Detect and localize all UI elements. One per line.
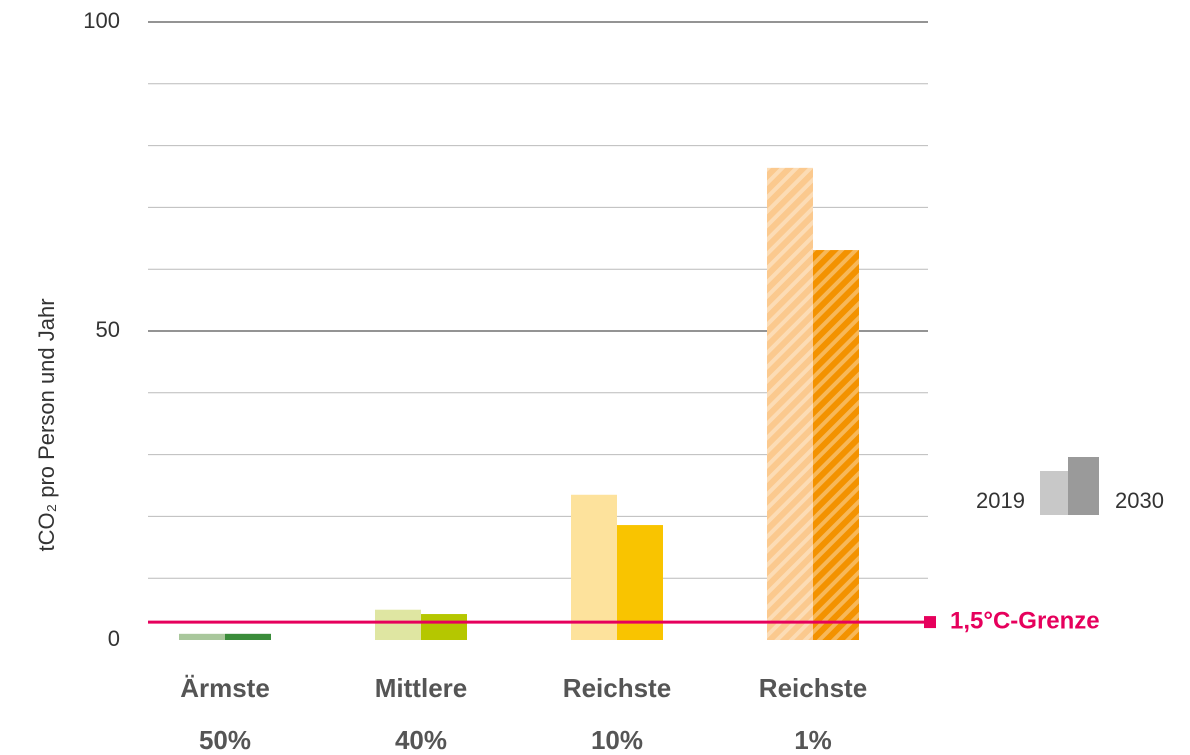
bar xyxy=(179,633,225,640)
reference-label: 1,5°C-Grenze xyxy=(950,607,1100,634)
bar xyxy=(225,633,271,640)
x-tick-label: 40% xyxy=(395,725,447,755)
bar xyxy=(571,494,617,640)
x-tick-label: Reichste xyxy=(563,673,671,703)
legend-swatch xyxy=(1040,471,1068,515)
x-tick-label: Ärmste xyxy=(180,673,270,703)
y-tick-label: 50 xyxy=(96,317,120,342)
x-tick-label: Mittlere xyxy=(375,673,467,703)
x-tick-label: 50% xyxy=(199,725,251,755)
x-tick-label: Reichste xyxy=(759,673,867,703)
x-tick-label: 10% xyxy=(591,725,643,755)
legend-label: 2019 xyxy=(976,488,1025,513)
reference-marker xyxy=(924,616,936,629)
bar xyxy=(813,250,859,641)
y-axis-label: tCO₂ pro Person und Jahr xyxy=(34,298,59,551)
x-tick-label: 1% xyxy=(794,725,832,755)
bar xyxy=(767,167,813,640)
bar xyxy=(421,614,467,640)
legend-label: 2030 xyxy=(1115,488,1164,513)
y-tick-label: 100 xyxy=(83,8,120,33)
y-tick-label: 0 xyxy=(108,626,120,651)
bar xyxy=(375,609,421,640)
legend-swatch xyxy=(1068,457,1099,515)
